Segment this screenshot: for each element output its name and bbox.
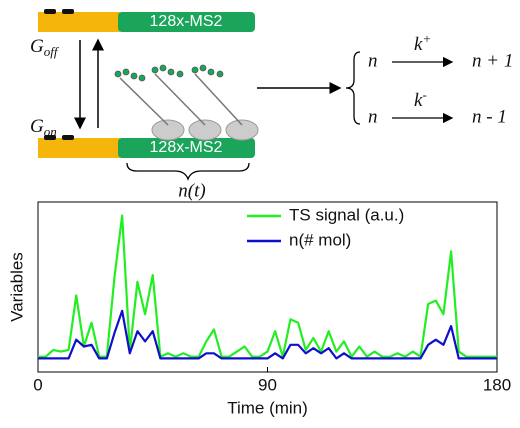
promoter-on bbox=[38, 138, 120, 158]
rate-label: k+ bbox=[414, 31, 431, 55]
x-axis-title: Time (min) bbox=[227, 398, 308, 417]
gene-on bbox=[118, 138, 255, 158]
k-sup: + bbox=[422, 31, 431, 46]
reaction-to: n + 1 bbox=[472, 50, 513, 71]
x-tick-label: 90 bbox=[258, 375, 277, 394]
gene-label: 128x-MS2 bbox=[150, 139, 223, 156]
series-line bbox=[38, 309, 497, 360]
rate-label: k- bbox=[414, 87, 427, 111]
y-axis-title: Variables bbox=[7, 252, 26, 322]
g-letter: G bbox=[30, 116, 44, 137]
legend-label: TS signal (a.u.) bbox=[289, 205, 404, 224]
g-off-label: Goff bbox=[30, 36, 60, 59]
g-on-label: Gon bbox=[30, 116, 57, 139]
series-line bbox=[38, 214, 497, 358]
line-chart: 0 90 180 Time (min) Variables TS signal (a.u.… bbox=[7, 201, 511, 417]
g-sub: on bbox=[44, 124, 57, 139]
x-tick-label: 0 bbox=[33, 375, 42, 394]
x-tick-label: 180 bbox=[483, 375, 511, 394]
gene-label: 128x-MS2 bbox=[150, 13, 223, 30]
k-letter: k bbox=[414, 90, 423, 111]
k-sup: - bbox=[422, 87, 426, 102]
gene-diagram: 128x-MS2 128x-MS2 Goff Gon n(t) n k+ n +… bbox=[30, 9, 513, 201]
g-letter: G bbox=[30, 36, 44, 57]
reaction-from: n bbox=[368, 106, 378, 127]
g-sub: off bbox=[44, 44, 60, 59]
reaction-to: n - 1 bbox=[472, 106, 507, 127]
k-letter: k bbox=[414, 34, 423, 55]
gene-off bbox=[118, 12, 255, 32]
brace-label: n(t) bbox=[178, 180, 205, 201]
legend-label: n(# mol) bbox=[289, 230, 351, 249]
promoter-off bbox=[38, 12, 120, 32]
reaction-from: n bbox=[368, 50, 378, 71]
